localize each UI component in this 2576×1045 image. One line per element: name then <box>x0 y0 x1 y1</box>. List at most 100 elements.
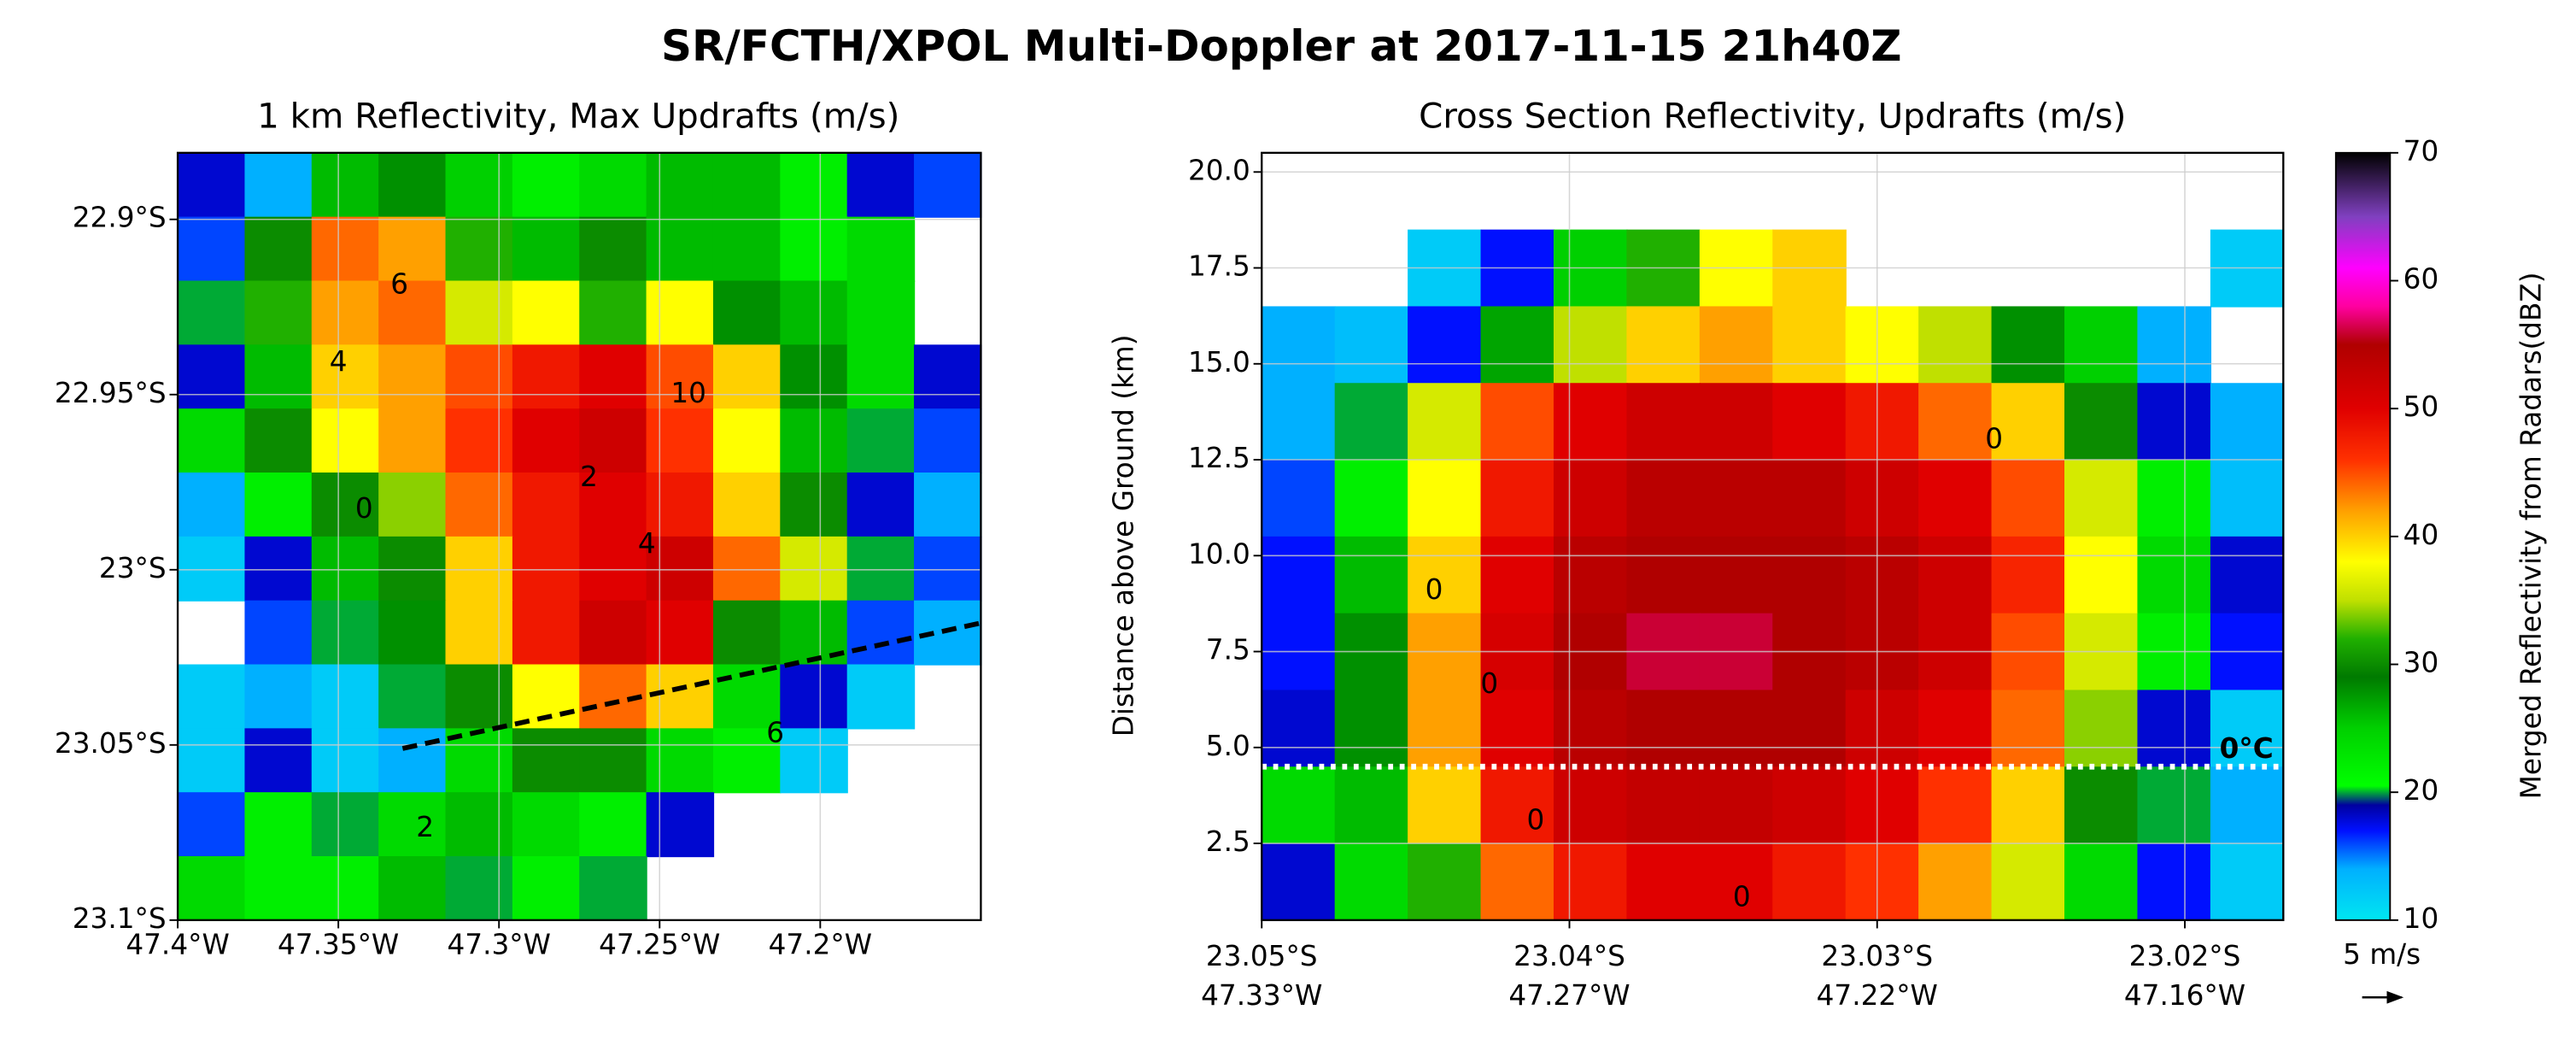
reflectivity-cell <box>512 792 581 858</box>
reflectivity-cell <box>512 344 581 410</box>
reflectivity-cell <box>1918 843 1993 922</box>
reflectivity-cell <box>378 856 447 922</box>
section-line <box>401 619 985 751</box>
plot-area <box>1262 229 2285 922</box>
reflectivity-cell <box>1480 536 1555 614</box>
reflectivity-cell <box>646 473 715 537</box>
reflectivity-cell <box>378 600 447 666</box>
reflectivity-cell <box>914 536 982 602</box>
reflectivity-cell <box>1408 843 1482 922</box>
reflectivity-cell <box>244 728 313 794</box>
reflectivity-cell <box>1626 536 1701 614</box>
reflectivity-cell <box>1262 766 1336 845</box>
reflectivity-cell <box>2210 766 2285 845</box>
reflectivity-cell <box>311 728 380 794</box>
reflectivity-cell <box>646 536 715 602</box>
reflectivity-cell <box>1918 690 1993 768</box>
reflectivity-cell <box>914 152 982 218</box>
reflectivity-cell <box>2064 383 2139 461</box>
reflectivity-cell <box>1845 460 1920 537</box>
y-tick-label: 23.1°S <box>73 902 167 935</box>
y-tick-label: 17.5 <box>1188 250 1250 283</box>
reflectivity-cell <box>1480 460 1555 537</box>
x-tick-label: 47.27°W <box>1508 979 1630 1012</box>
y-tick-label: 10.0 <box>1188 537 1250 570</box>
reflectivity-cell <box>579 152 647 218</box>
reflectivity-cell <box>178 664 246 730</box>
reflectivity-cell <box>244 216 313 282</box>
reflectivity-cell <box>579 280 647 346</box>
reflectivity-cell <box>1699 690 1774 768</box>
contour-label: 2 <box>580 461 598 493</box>
reflectivity-cell <box>2210 460 2285 537</box>
reflectivity-cell <box>1480 306 1555 385</box>
reflectivity-cell <box>512 408 581 474</box>
colorbar-label: Merged Reflectivity from Radars(dBZ) <box>2515 272 2548 799</box>
colorbar-tick-label: 20 <box>2403 774 2439 807</box>
reflectivity-cell <box>914 408 982 474</box>
reflectivity-cell <box>311 856 380 922</box>
reflectivity-cell <box>1626 306 1701 385</box>
reflectivity-cell <box>780 536 848 602</box>
contour-label: 0 <box>1480 667 1498 700</box>
reflectivity-cell <box>646 344 715 410</box>
colorbar-tick-label: 10 <box>2403 902 2439 935</box>
reflectivity-cell <box>178 536 246 602</box>
reflectivity-cell <box>512 536 581 602</box>
reflectivity-cell <box>1408 460 1482 537</box>
reflectivity-cell <box>311 473 380 537</box>
reflectivity-cell <box>1408 536 1482 614</box>
reflectivity-cell <box>1772 690 1847 768</box>
reflectivity-cell <box>1553 460 1628 537</box>
reflectivity-cell <box>1845 306 1920 385</box>
reflectivity-cell <box>445 152 514 218</box>
reflectivity-cell <box>646 728 715 794</box>
y-tick-label: 23.05°S <box>55 727 167 760</box>
reflectivity-cell <box>780 473 848 537</box>
reflectivity-cell <box>646 152 715 218</box>
reflectivity-cell <box>311 344 380 410</box>
colorbar-tick-label: 30 <box>2403 647 2439 679</box>
reflectivity-cell <box>445 216 514 282</box>
reflectivity-cell <box>780 664 848 730</box>
reflectivity-cell <box>1772 843 1847 922</box>
contour-label: 2 <box>416 811 434 843</box>
reflectivity-cell <box>311 216 380 282</box>
reflectivity-cell <box>1408 766 1482 845</box>
reflectivity-cell <box>579 344 647 410</box>
panel-title: Cross Section Reflectivity, Updrafts (m/… <box>1419 96 2126 136</box>
reflectivity-cell <box>1991 536 2066 614</box>
reflectivity-cell <box>2137 843 2212 922</box>
reflectivity-cell <box>311 792 380 858</box>
reflectivity-cell <box>1699 460 1774 537</box>
reflectivity-cell <box>1553 766 1628 845</box>
reflectivity-cell <box>1699 843 1774 922</box>
x-tick-label: 47.33°W <box>1201 979 1322 1012</box>
reflectivity-cell <box>1699 306 1774 385</box>
reflectivity-cell <box>1626 383 1701 461</box>
x-tick-label: 23.05°S <box>1206 940 1318 972</box>
reflectivity-cell <box>445 664 514 730</box>
reflectivity-cell <box>846 408 916 474</box>
reflectivity-cell <box>646 792 715 858</box>
reflectivity-cell <box>1918 383 1993 461</box>
reflectivity-cell <box>2210 536 2285 614</box>
reflectivity-cell <box>780 280 848 346</box>
reflectivity-cell <box>1262 306 1336 385</box>
reflectivity-cell <box>712 536 782 602</box>
reflectivity-cell <box>712 408 782 474</box>
reflectivity-cell <box>512 216 581 282</box>
reflectivity-cell <box>1626 843 1701 922</box>
freezing-level-label: 0°C <box>2220 732 2274 765</box>
reflectivity-cell <box>2137 766 2212 845</box>
reflectivity-cell <box>579 728 647 794</box>
reflectivity-cell <box>579 408 647 474</box>
reflectivity-cell <box>1845 690 1920 768</box>
reflectivity-cell <box>1991 306 2066 385</box>
reflectivity-cell <box>2210 383 2285 461</box>
x-tick-label: 23.04°S <box>1513 940 1625 972</box>
reflectivity-cell <box>712 216 782 282</box>
reflectivity-cell <box>2064 690 2139 768</box>
reflectivity-cell <box>1845 766 1920 845</box>
reflectivity-cell <box>712 728 782 794</box>
